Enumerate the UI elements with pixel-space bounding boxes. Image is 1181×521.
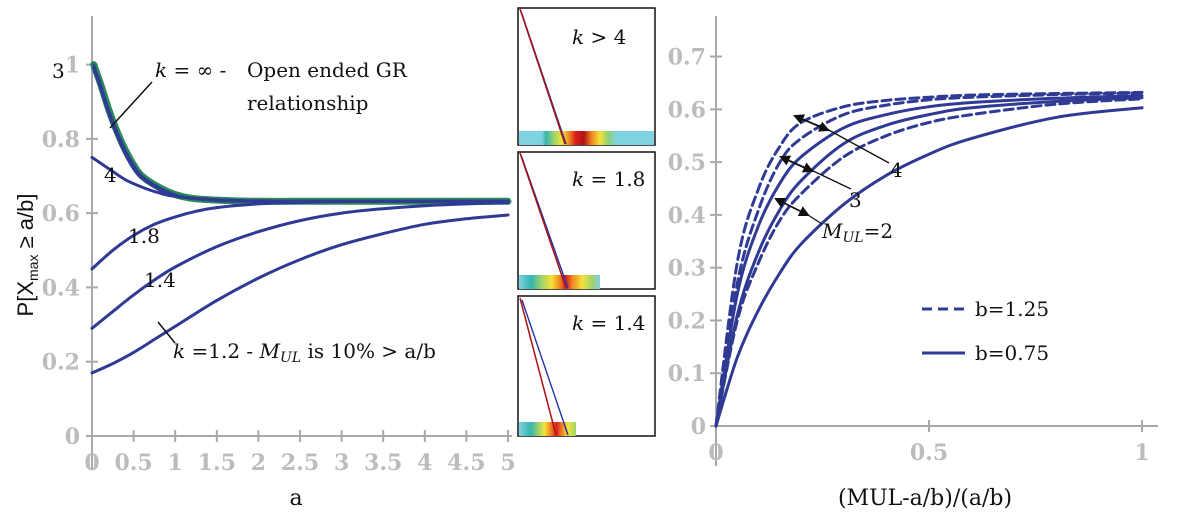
series-line-MUL-3-b-1.25 — [714, 91, 1144, 428]
y-tick-label: 0 — [691, 414, 706, 440]
k-infinity-label: k = ∞ - — [155, 58, 226, 82]
curve-label-4: 4 — [104, 163, 117, 187]
x-tick-label: 1 — [1134, 440, 1149, 466]
x-tick-label: 5 — [500, 450, 515, 476]
series-line-MUL-4-b-1.25 — [714, 90, 1144, 428]
series-line-MUL-2-b-0.75 — [714, 106, 1144, 428]
inset-line-blue — [521, 299, 569, 436]
mul-label-2: MUL=2 — [821, 219, 893, 246]
x-tick-label: 0 — [708, 440, 723, 466]
curve-label-3: 3 — [52, 59, 65, 83]
mul-label-4: 4 — [890, 158, 903, 182]
inset-label: k > 4 — [572, 25, 626, 49]
series-line-3 — [92, 66, 510, 203]
mul2-double-arrow — [774, 198, 810, 216]
x-tick-label: 4 — [417, 450, 432, 476]
x-tick-label: 1.5 — [198, 450, 236, 476]
y-tick-label: 0 — [65, 424, 80, 450]
x-tick-label: 2 — [251, 450, 266, 476]
y-tick-label: 1 — [65, 53, 80, 79]
x-tick-label: 0.5 — [910, 440, 948, 466]
insets: k > 4 k = 1.8 k = 1.4 — [517, 7, 656, 437]
left-x-axis-label: a — [289, 486, 302, 511]
y-tick-label: 0.7 — [668, 45, 706, 71]
series-line-4 — [90, 155, 510, 203]
x-tick-label: 1 — [168, 450, 183, 476]
mul3-double-arrow — [779, 155, 814, 173]
k-infinity-pointer — [109, 81, 153, 129]
left-tick-labels: 0 0.5 1 1.5 2 2.5 3 3.5 4 4.5 5 0 0.2 0.4 0.6 0.8 1 — [42, 53, 516, 476]
inset-label: k = 1.4 — [572, 311, 645, 335]
inset-line-red — [519, 152, 567, 289]
y-tick-label: 0.3 — [668, 256, 706, 282]
series-line-MUL-3-b-0.75 — [714, 96, 1144, 428]
left-chart: 0 0.5 1 1.5 2 2.5 3 3.5 4 4.5 5 0 0.2 0.4 0.6 0.8 1 P[Xm… — [13, 16, 516, 511]
legend-label-b125: b=1.25 — [975, 297, 1049, 321]
y-tick-label: 0.5 — [668, 150, 706, 176]
x-tick-label: 0 — [84, 450, 99, 476]
x-tick-label: 2.5 — [281, 450, 319, 476]
right-axes — [710, 16, 1158, 466]
mul4-double-arrow — [793, 114, 830, 132]
mul3-pointer — [808, 168, 852, 190]
mul4-pointer — [824, 127, 890, 164]
x-tick-label: 0.5 — [114, 450, 152, 476]
series-line-1.8 — [90, 199, 510, 271]
inset-line-red — [519, 297, 557, 436]
inset-heat-bar — [519, 422, 576, 436]
y-tick-label: 0.6 — [42, 201, 80, 227]
curve-label-1.8: 1.8 — [128, 224, 160, 248]
inset-k-1.4: k = 1.4 — [517, 295, 656, 437]
k-1.2-label: k =1.2 - MUL is 10% > a/b — [173, 339, 436, 366]
series-line-k-1.2 — [90, 213, 510, 375]
y-tick-label: 0.6 — [668, 97, 706, 123]
y-tick-label: 0.8 — [42, 127, 80, 153]
open-ended-label-line2: relationship — [247, 91, 368, 115]
inset-heat-bar — [519, 131, 654, 145]
y-tick-label: 0.1 — [668, 361, 706, 387]
x-tick-label: 3 — [334, 450, 349, 476]
inset-k-gt-4: k > 4 — [517, 7, 656, 146]
legend-label-b075: b=0.75 — [975, 341, 1049, 365]
left-series — [90, 61, 512, 375]
right-tick-labels: 0 0.5 1 0 0.1 0.2 0.3 0.4 0.5 0.6 0.7 — [668, 45, 1150, 466]
y-tick-label: 0.2 — [668, 308, 706, 334]
series-line-k — [92, 63, 510, 203]
left-axes — [86, 16, 512, 470]
y-tick-label: 0.4 — [42, 275, 80, 301]
right-series — [714, 90, 1144, 428]
series-line-1.4 — [90, 201, 510, 330]
k-1.2-pointer — [157, 321, 176, 344]
left-y-axis-label: P[Xmax ≥ a/b] — [13, 194, 41, 317]
inset-label: k = 1.8 — [572, 167, 645, 191]
open-ended-label-line1: Open ended GR — [247, 58, 408, 82]
mul2-pointer — [804, 212, 823, 225]
series-line-MUL-2-b-1.25 — [714, 97, 1144, 428]
curve-label-1.4: 1.4 — [144, 268, 176, 292]
right-x-axis-label: (MUL-a/b)/(a/b) — [838, 486, 1012, 511]
inset-frame — [517, 7, 656, 146]
right-chart: 0 0.5 1 0 0.1 0.2 0.3 0.4 0.5 0.6 0.7 (MUL-a/b)/(a… — [668, 16, 1158, 511]
series-line-MUL-4-b-0.75 — [714, 94, 1144, 428]
y-tick-label: 0.2 — [42, 350, 80, 376]
legend: b=1.25 b=0.75 — [922, 297, 1049, 365]
inset-k-1.8: k = 1.8 — [517, 151, 656, 290]
inset-heat-bar — [519, 275, 600, 289]
gr-band-line — [90, 61, 512, 205]
x-tick-label: 3.5 — [364, 450, 402, 476]
y-tick-label: 0.4 — [668, 203, 706, 229]
inset-frame — [517, 295, 656, 437]
inset-line-red — [519, 8, 566, 145]
x-tick-label: 4.5 — [447, 450, 485, 476]
mul-label-3: 3 — [849, 188, 862, 212]
